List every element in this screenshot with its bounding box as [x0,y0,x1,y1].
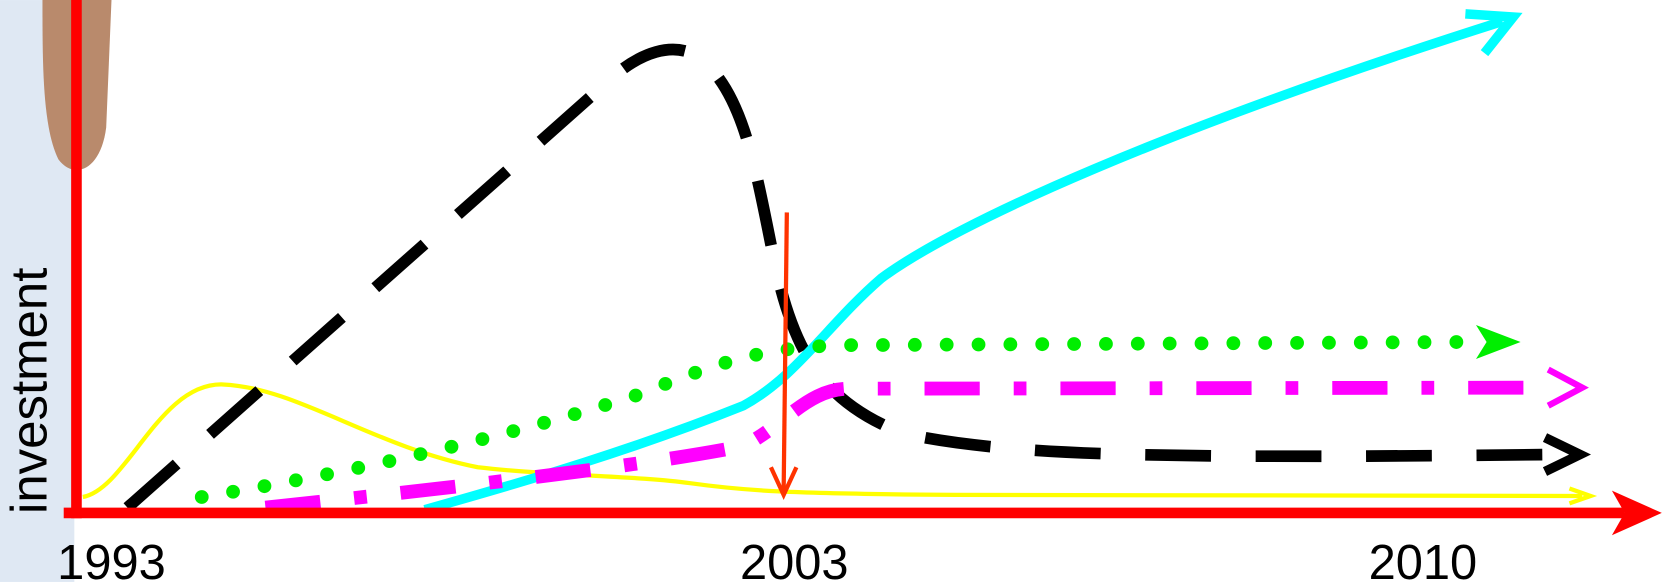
cyan-arrowhead [1465,9,1523,57]
magenta-arrowhead [1546,366,1589,409]
cyan-curve [423,16,1504,515]
black-dashed-curve [123,43,1551,512]
x-axis-arrowhead [1611,490,1662,536]
green-dotted-curve [194,335,1478,504]
x-label: 2010 [1369,536,1478,582]
yellow-arrowhead [1568,486,1598,506]
marker-arrow [781,212,789,491]
marker-arrowhead [768,466,799,500]
black-arrowhead [1542,433,1592,476]
magenta-dashdot-curve [264,380,1546,515]
curves [82,9,1598,515]
x-label: 2003 [740,536,849,582]
y-axis-label: investment [1,268,58,514]
x-label: 1993 [57,536,166,582]
yellow-curve [82,382,1583,500]
green-arrowhead [1475,324,1521,359]
